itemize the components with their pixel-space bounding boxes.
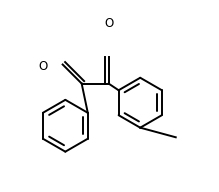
Text: O: O — [104, 17, 113, 30]
Text: O: O — [39, 60, 48, 73]
